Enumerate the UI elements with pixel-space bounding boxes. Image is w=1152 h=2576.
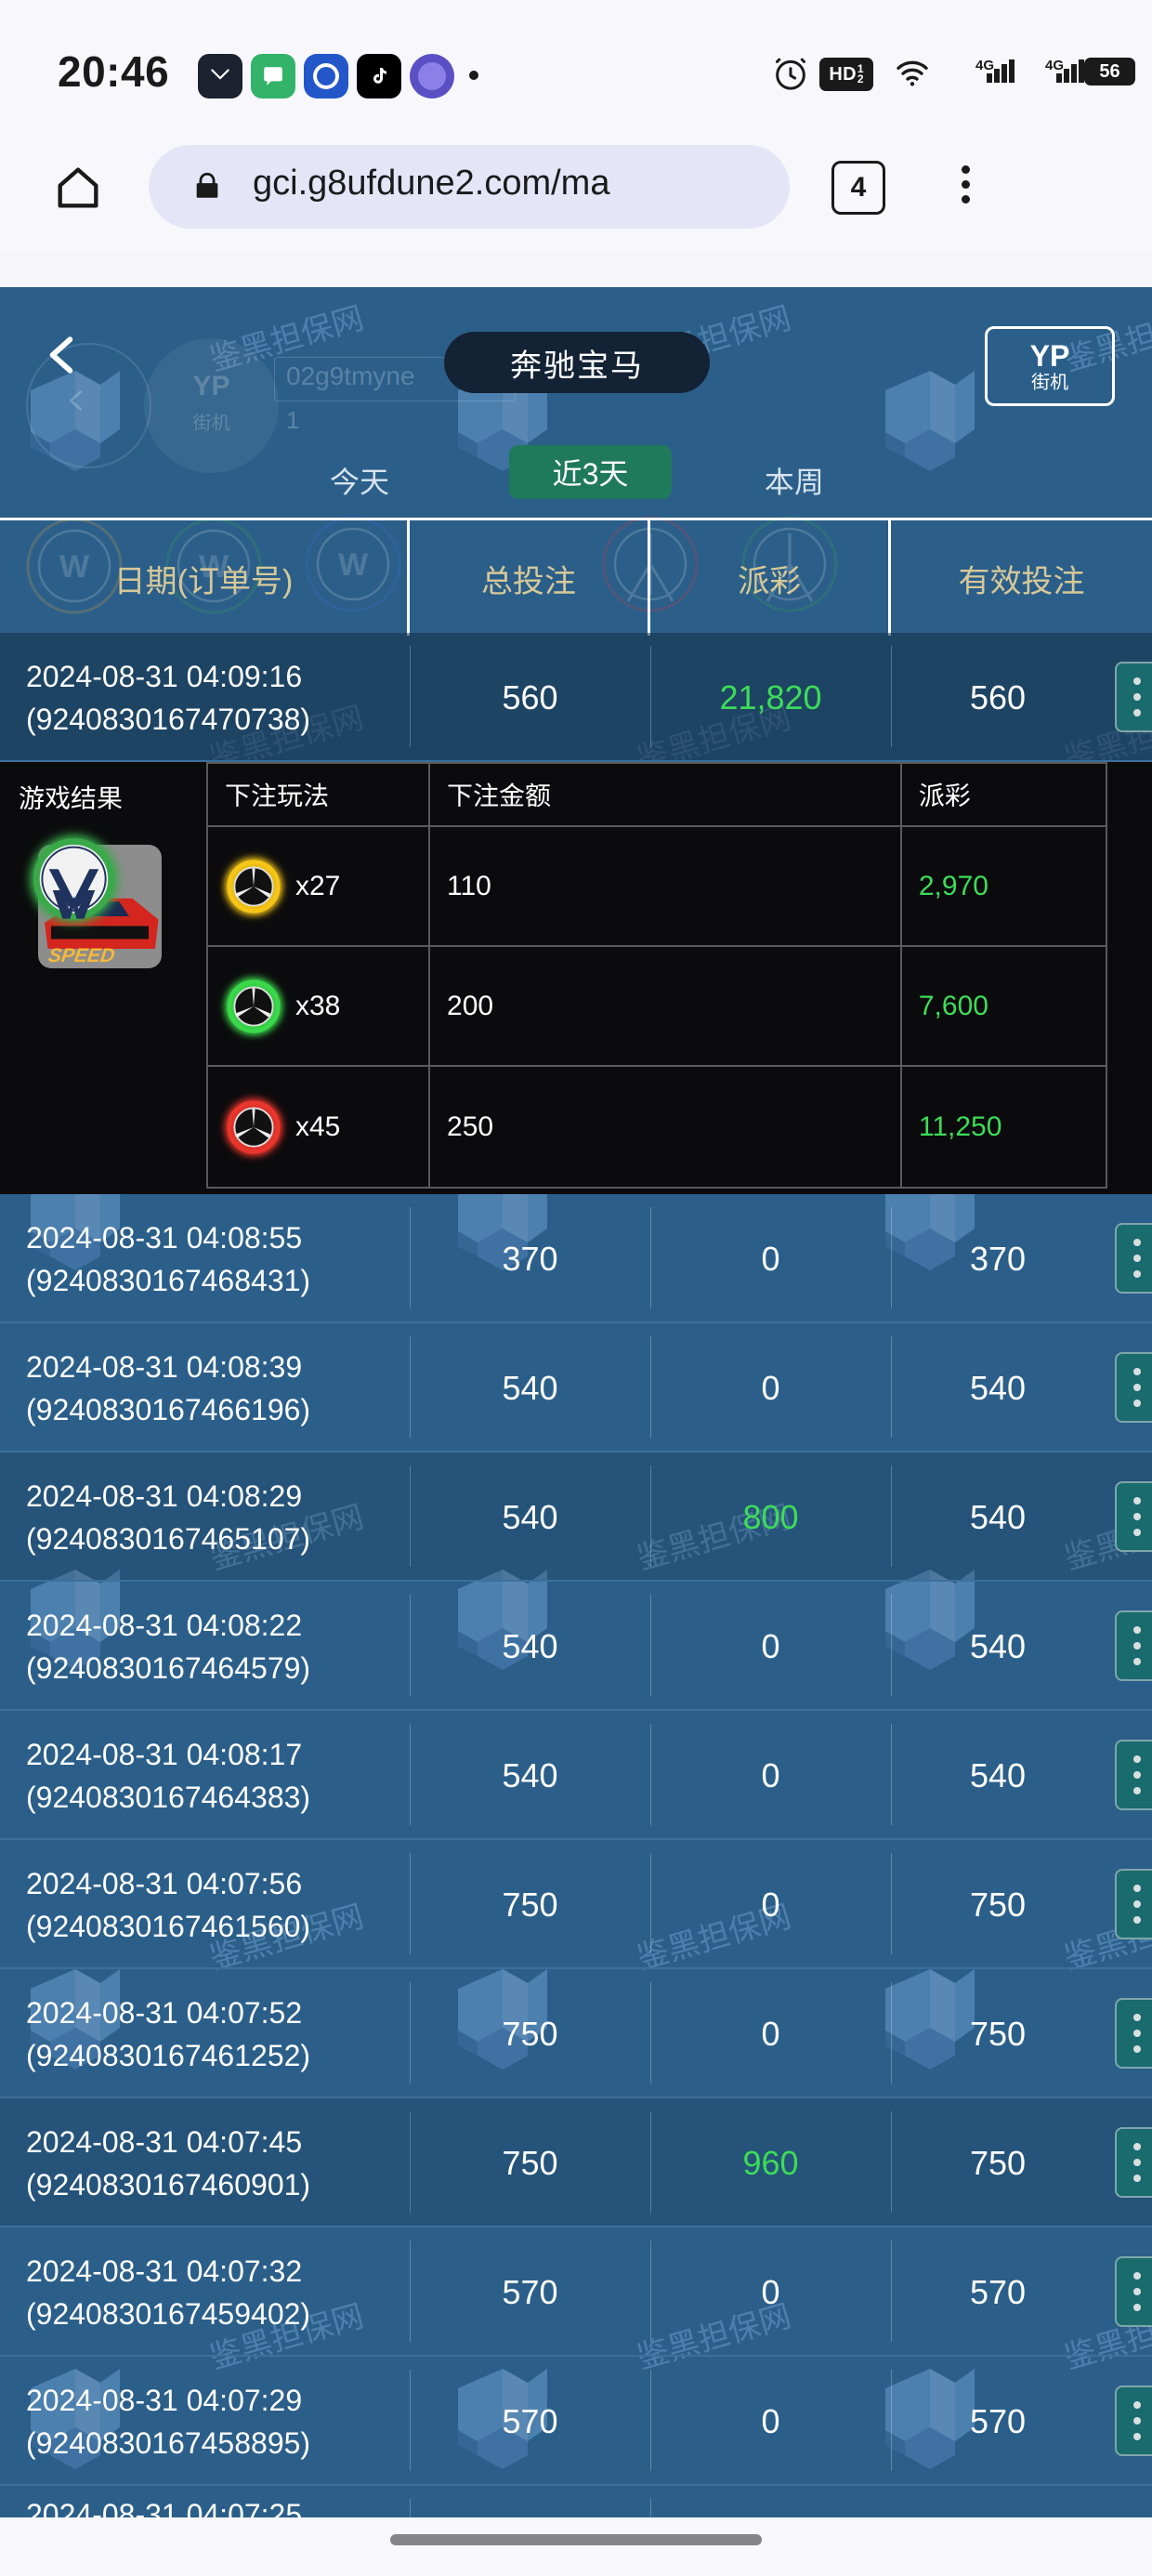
svg-text:SPEED: SPEED — [47, 945, 116, 966]
